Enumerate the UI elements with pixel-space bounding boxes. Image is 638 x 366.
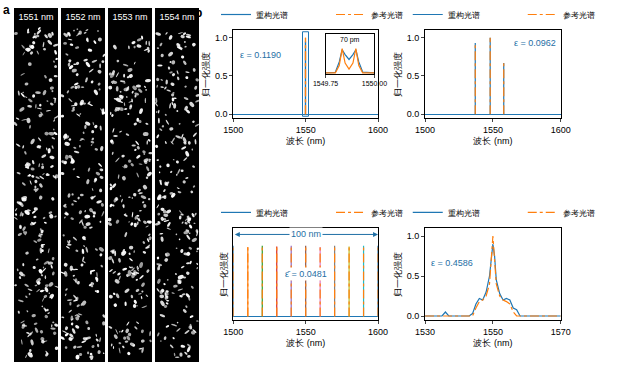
svg-text:1553 nm: 1553 nm xyxy=(112,12,147,22)
svg-text:100 nm: 100 nm xyxy=(291,229,321,239)
svg-text:重构光谱: 重构光谱 xyxy=(256,11,288,20)
svg-text:波长 (nm): 波长 (nm) xyxy=(286,338,325,348)
svg-text:0.0: 0.0 xyxy=(407,311,420,321)
svg-text:1.0: 1.0 xyxy=(407,33,420,43)
svg-text:1554 nm: 1554 nm xyxy=(159,12,194,22)
svg-text:参考光谱: 参考光谱 xyxy=(371,11,403,20)
svg-text:70 pm: 70 pm xyxy=(340,36,360,44)
svg-text:1570: 1570 xyxy=(551,327,571,337)
svg-text:参考光谱: 参考光谱 xyxy=(563,11,595,20)
svg-text:重构光谱: 重构光谱 xyxy=(448,209,480,218)
svg-text:ε = 0.1190: ε = 0.1190 xyxy=(240,50,281,60)
svg-text:归一化强度: 归一化强度 xyxy=(219,252,229,297)
svg-text:波长 (nm): 波长 (nm) xyxy=(473,136,512,146)
svg-text:1.0: 1.0 xyxy=(215,33,228,43)
svg-text:1550: 1550 xyxy=(483,125,503,135)
svg-text:1551 nm: 1551 nm xyxy=(18,12,53,22)
svg-text:0.0: 0.0 xyxy=(215,109,228,119)
svg-text:a: a xyxy=(3,3,10,17)
svg-text:1550: 1550 xyxy=(296,125,316,135)
svg-text:参考光谱: 参考光谱 xyxy=(371,209,403,218)
svg-text:1600: 1600 xyxy=(368,125,388,135)
svg-text:1500: 1500 xyxy=(223,327,243,337)
svg-text:1550.00: 1550.00 xyxy=(362,80,387,87)
svg-text:1530: 1530 xyxy=(415,327,435,337)
svg-text:波长 (nm): 波长 (nm) xyxy=(286,136,325,146)
svg-text:ε = 0.0962: ε = 0.0962 xyxy=(514,38,556,48)
svg-text:1550: 1550 xyxy=(296,327,316,337)
svg-text:归一化强度: 归一化强度 xyxy=(393,252,403,297)
svg-text:1500: 1500 xyxy=(223,125,243,135)
svg-text:ε̄ = 0.0481: ε̄ = 0.0481 xyxy=(285,269,327,279)
svg-text:波长 (nm): 波长 (nm) xyxy=(473,338,512,348)
svg-text:ε = 0.4586: ε = 0.4586 xyxy=(431,258,473,268)
svg-text:1549.75: 1549.75 xyxy=(313,80,338,87)
svg-text:重构光谱: 重构光谱 xyxy=(448,11,480,20)
svg-text:1.0: 1.0 xyxy=(407,231,420,241)
svg-text:重构光谱: 重构光谱 xyxy=(256,209,288,218)
svg-text:1600: 1600 xyxy=(551,125,571,135)
svg-text:1552 nm: 1552 nm xyxy=(65,12,100,22)
svg-text:1600: 1600 xyxy=(368,327,388,337)
svg-text:0.5: 0.5 xyxy=(407,71,420,81)
svg-text:0.5: 0.5 xyxy=(407,271,420,281)
svg-text:1550: 1550 xyxy=(483,327,503,337)
svg-text:参考光谱: 参考光谱 xyxy=(563,209,595,218)
svg-text:1500: 1500 xyxy=(415,125,435,135)
svg-text:归一化强度: 归一化强度 xyxy=(393,52,403,97)
svg-text:0.5: 0.5 xyxy=(215,71,228,81)
svg-text:归一化强度: 归一化强度 xyxy=(201,52,211,97)
svg-text:0.0: 0.0 xyxy=(407,109,420,119)
